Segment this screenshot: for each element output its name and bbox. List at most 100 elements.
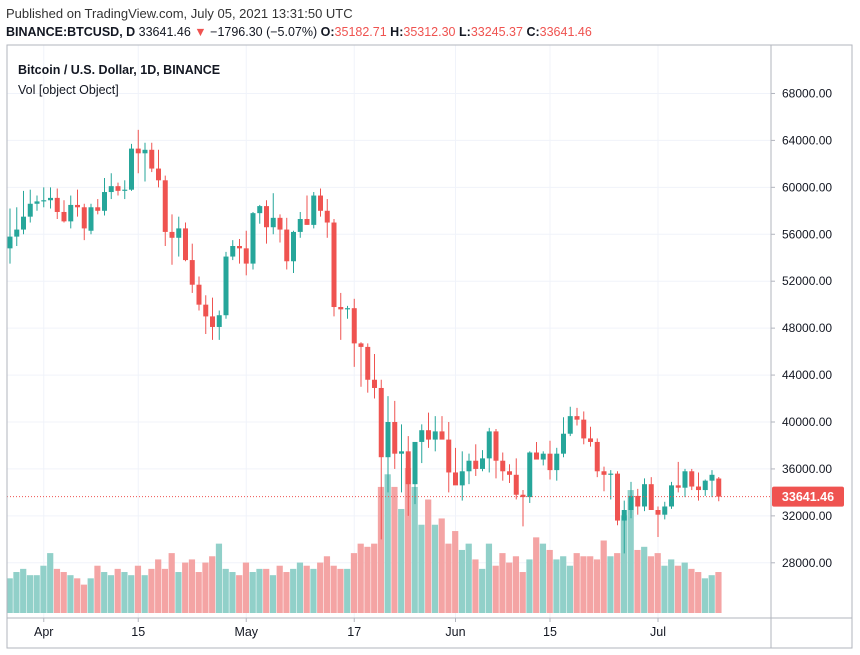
candle-body xyxy=(675,485,681,488)
candle-body xyxy=(203,304,209,317)
candle-body xyxy=(540,453,546,460)
published-line: Published on TradingView.com, July 05, 2… xyxy=(6,6,353,21)
candle-body xyxy=(419,430,425,442)
candle-body xyxy=(432,431,438,440)
volume-bar xyxy=(155,559,162,613)
change-value: −1796.30 (−5.07%) xyxy=(210,25,318,39)
volume-bar xyxy=(188,559,196,613)
candle-body xyxy=(527,452,533,498)
volume-bar xyxy=(276,565,283,613)
candle xyxy=(696,472,701,501)
x-tick-label: 15 xyxy=(543,625,557,639)
volume-bar xyxy=(195,572,202,613)
candle xyxy=(702,479,708,496)
candle-body xyxy=(601,471,607,475)
last-price: 33641.46 xyxy=(138,25,191,39)
candle-body xyxy=(621,510,627,521)
volume-bar xyxy=(634,549,641,613)
volume-bar xyxy=(573,553,580,613)
volume-bar xyxy=(74,578,81,613)
candle xyxy=(520,490,526,527)
volume-bar xyxy=(391,486,398,613)
volume-bar xyxy=(114,568,121,613)
candle xyxy=(405,436,411,516)
time-axis[interactable]: Apr 15 May 17 Jun 15 Jul xyxy=(34,618,666,639)
candle xyxy=(61,200,67,223)
volume-bar xyxy=(479,568,486,613)
candle-body xyxy=(135,148,141,154)
candle xyxy=(196,276,202,311)
candle-body xyxy=(662,506,668,515)
volume-bar xyxy=(364,546,371,613)
candle-body xyxy=(648,484,654,510)
candle-body xyxy=(237,246,242,249)
volume-bar xyxy=(371,543,378,613)
candle-body xyxy=(500,460,506,472)
volume-bar xyxy=(708,575,715,613)
volume-bar xyxy=(506,562,513,613)
candle xyxy=(304,195,310,225)
y-tick-label: 60000.00 xyxy=(782,180,832,194)
volume-bar xyxy=(121,572,128,613)
candle-body xyxy=(365,346,371,380)
volume-bar xyxy=(141,575,148,613)
volume-bar xyxy=(384,474,391,613)
volume-bar xyxy=(566,565,574,613)
candle xyxy=(223,251,229,319)
candle xyxy=(284,217,290,270)
volume-bar xyxy=(263,568,270,613)
candle-body xyxy=(608,473,614,475)
candle-body xyxy=(615,473,620,521)
volume-bar xyxy=(546,549,553,613)
candle xyxy=(331,219,337,317)
candle xyxy=(426,412,431,448)
open-label: O: xyxy=(320,25,335,39)
y-tick-label: 48000.00 xyxy=(782,321,832,335)
candle xyxy=(567,406,573,437)
candle xyxy=(162,175,168,246)
candle-body xyxy=(561,433,566,454)
volume-bar xyxy=(249,572,256,613)
volume-bar xyxy=(539,543,547,613)
candle-body xyxy=(358,343,364,347)
candle-body xyxy=(149,149,155,169)
volume-bar xyxy=(242,562,250,613)
candle-body xyxy=(453,472,458,486)
candle-body xyxy=(372,379,377,388)
candle xyxy=(372,353,377,399)
candle xyxy=(385,396,391,493)
candle-body xyxy=(102,192,107,211)
candle-body xyxy=(223,256,229,316)
volume-bar xyxy=(607,556,614,613)
volume-bar xyxy=(661,565,668,613)
candle xyxy=(75,189,80,217)
candle-body xyxy=(405,451,411,485)
x-tick-label: 15 xyxy=(131,625,145,639)
candle-body xyxy=(75,204,80,208)
candle-body xyxy=(54,197,60,212)
last-price-tag-bg xyxy=(772,486,844,507)
volume-bar xyxy=(465,543,472,613)
candle-body xyxy=(642,484,647,507)
price-axis[interactable]: 28000.00 32000.00 36000.00 40000.00 44000.00… xyxy=(771,86,832,570)
candle-body xyxy=(635,495,641,507)
candle-body xyxy=(34,201,40,204)
candle xyxy=(142,142,148,182)
y-tick-label: 40000.00 xyxy=(782,415,832,429)
volume-bar xyxy=(6,578,13,613)
y-tick-label: 32000.00 xyxy=(782,509,832,523)
candle xyxy=(534,441,539,460)
candle xyxy=(662,501,668,520)
candle-body xyxy=(588,438,593,442)
candle xyxy=(345,305,350,319)
volume-bar xyxy=(53,568,61,613)
candle-body xyxy=(95,207,101,211)
candle xyxy=(54,188,60,220)
candle-body xyxy=(122,189,128,191)
candle-body xyxy=(473,460,479,469)
volume-bar xyxy=(519,572,526,613)
last-price-tag: 33641.46 xyxy=(772,486,844,507)
candle xyxy=(547,440,553,480)
candle xyxy=(189,243,195,293)
